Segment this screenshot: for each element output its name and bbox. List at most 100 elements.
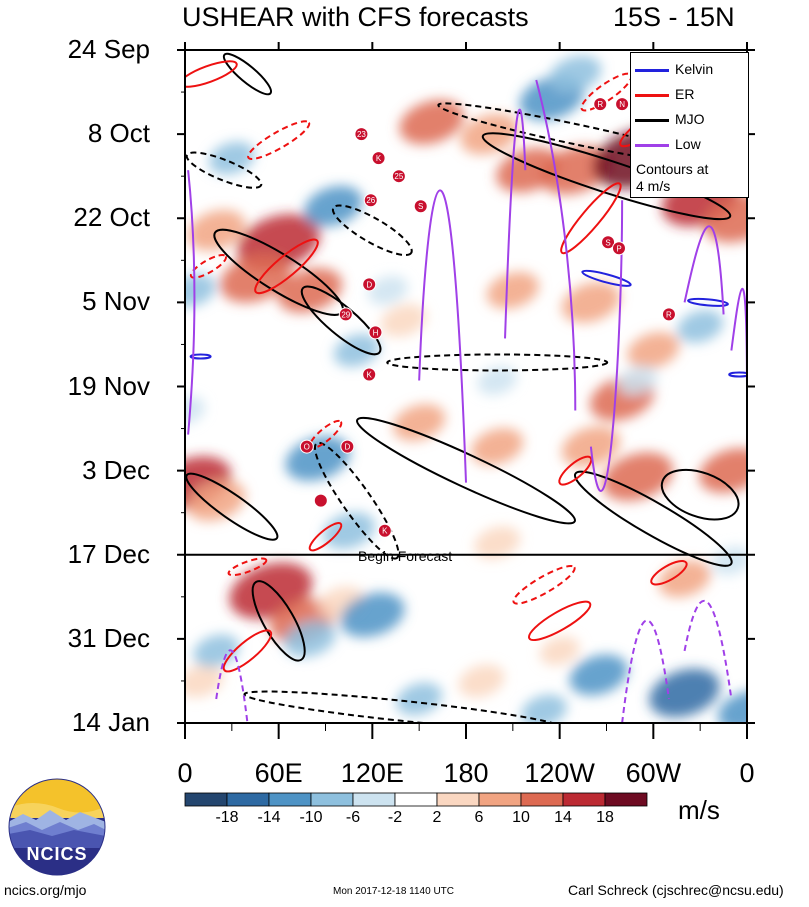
storm-marker: 26 xyxy=(363,193,378,208)
kelvin-contour xyxy=(687,297,729,307)
colorbar-swatch xyxy=(562,792,606,807)
low-track xyxy=(683,225,725,315)
shear-cell xyxy=(602,452,674,501)
mjo-contour xyxy=(386,353,609,372)
kelvin-contour xyxy=(728,371,747,378)
storm-marker-label: 23 xyxy=(357,130,366,139)
chart-title: USHEAR with CFS forecasts xyxy=(182,2,529,32)
mjo-contour xyxy=(185,472,279,541)
y-tick-label: 3 Dec xyxy=(82,454,150,485)
colorbar-tick-label: 10 xyxy=(512,809,530,826)
colorbar-swatch xyxy=(478,792,522,807)
shear-cell xyxy=(304,185,363,227)
shear-cell xyxy=(393,404,446,441)
x-tick-label: 60E xyxy=(254,758,303,788)
shear-cell xyxy=(396,682,443,716)
storm-marker: H xyxy=(368,325,383,340)
shear-cell xyxy=(549,55,602,93)
colorbar-swatch xyxy=(352,792,396,807)
mjo-contour xyxy=(660,468,740,521)
colorbar-swatch xyxy=(604,792,648,807)
shear-cell xyxy=(677,310,724,343)
x-tick-label: 120W xyxy=(524,758,595,788)
storm-marker-label: K xyxy=(367,370,373,379)
legend-item-er: ER xyxy=(635,86,747,104)
colorbar-tick-label: 2 xyxy=(432,809,442,826)
storm-marker: R xyxy=(593,97,608,112)
shear-cell xyxy=(617,366,658,395)
storm-marker-label: S xyxy=(418,202,423,211)
colorbar-tick-label: -2 xyxy=(387,809,403,826)
low-track xyxy=(535,79,577,411)
storm-marker: S xyxy=(601,235,616,250)
mjo-contour xyxy=(313,441,400,560)
colorbar-swatch xyxy=(520,792,564,807)
shear-cell xyxy=(368,275,408,305)
low-track xyxy=(418,189,467,483)
shear-cell xyxy=(569,654,628,696)
footer-timestamp: Mon 2017-12-18 1140 UTC xyxy=(333,886,454,897)
er-contour xyxy=(247,120,311,160)
low-track xyxy=(187,170,196,435)
shear-cell xyxy=(322,512,375,550)
shear-cell xyxy=(185,273,216,307)
storm-marker: R xyxy=(661,307,676,322)
storm-marker-label: K xyxy=(382,527,388,536)
legend: Kelvin ER MJO Low Contours at 4 m/s xyxy=(630,52,749,198)
legend-label-mjo: MJO xyxy=(675,111,705,127)
x-tick-label: 0 xyxy=(177,758,193,788)
colorbar-tick-label: -6 xyxy=(345,809,361,826)
storm-marker-label: H xyxy=(373,328,379,337)
storm-marker xyxy=(313,493,328,508)
storm-marker: S xyxy=(413,199,428,214)
legend-note-line1: Contours at xyxy=(636,161,709,177)
x-tick-label: 0 xyxy=(739,758,755,788)
shear-cell xyxy=(627,332,680,369)
footer-site-link[interactable]: ncics.org/mjo xyxy=(4,882,87,898)
legend-note: Contours at 4 m/s xyxy=(636,161,746,195)
storm-marker: K xyxy=(371,151,386,166)
legend-item-mjo: MJO xyxy=(635,111,747,129)
shear-cell xyxy=(208,141,255,175)
storm-marker-label: D xyxy=(366,280,372,289)
shear-cell xyxy=(380,304,427,337)
colorbar-tick-label: 14 xyxy=(554,809,572,826)
mjo-contour xyxy=(251,580,306,662)
ncics-logo-graphic xyxy=(8,778,106,876)
legend-note-line2: 4 m/s xyxy=(636,178,671,194)
storm-marker-label: N xyxy=(619,100,625,109)
storm-marker-dot xyxy=(371,151,386,166)
shear-cell xyxy=(717,690,747,723)
storm-marker: N xyxy=(615,97,630,112)
shear-cell xyxy=(486,272,539,309)
colorbar-units: m/s xyxy=(678,795,720,825)
chart-subtitle-region: 15S - 15N xyxy=(613,2,735,32)
shear-cell xyxy=(474,526,521,560)
storm-marker-dot xyxy=(593,97,608,112)
y-tick-label: 24 Sep xyxy=(67,34,150,64)
storm-marker-dot xyxy=(354,127,369,142)
kelvin-contour xyxy=(581,269,632,287)
storm-marker-dot xyxy=(661,307,676,322)
storm-marker-label: 25 xyxy=(394,172,403,181)
y-tick-label: 17 Dec xyxy=(67,538,150,569)
x-tick-label: 120E xyxy=(340,758,404,788)
er-contour xyxy=(185,60,238,88)
storm-marker-dot xyxy=(340,439,355,454)
mjo-contour xyxy=(331,204,413,257)
colorbar-swatch xyxy=(394,792,438,807)
storm-marker-dot xyxy=(338,307,353,322)
storm-marker: P xyxy=(611,241,626,256)
storm-marker: K xyxy=(377,523,392,538)
storm-marker-dot xyxy=(611,241,626,256)
legend-label-low: Low xyxy=(675,136,701,152)
y-tick-label: 14 Jan xyxy=(71,707,150,737)
shear-cell xyxy=(185,664,224,698)
legend-swatch-mjo xyxy=(635,119,669,122)
storm-marker-label: S xyxy=(605,238,610,247)
mjo-contour xyxy=(222,52,272,96)
storm-marker-label: D xyxy=(344,443,350,452)
storm-marker-label: R xyxy=(666,310,672,319)
